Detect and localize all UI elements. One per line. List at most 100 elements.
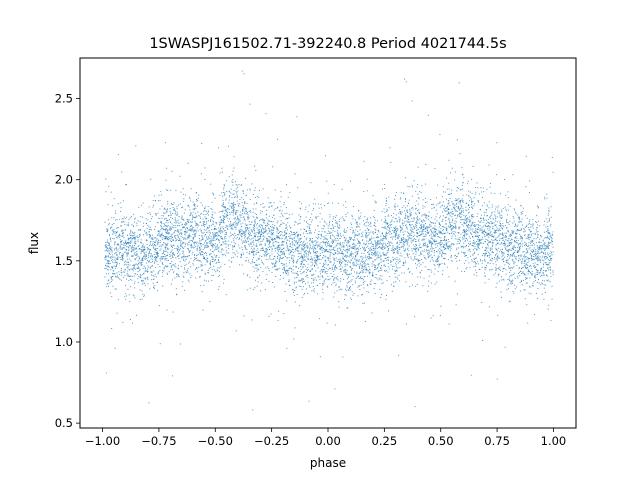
data-point [382,260,384,262]
data-point [206,260,208,262]
data-point [235,184,237,186]
data-point [126,224,128,226]
data-point [368,255,370,257]
data-point [340,268,342,270]
data-point [236,215,238,217]
data-point [182,241,184,243]
data-point [246,251,248,253]
data-point [157,273,159,275]
data-point [294,245,296,247]
data-point [207,210,209,212]
data-point [213,228,215,230]
data-point [189,209,191,211]
data-point [150,271,152,273]
data-point [240,239,242,241]
data-point [305,254,307,256]
data-point [163,212,165,214]
data-point [357,259,359,261]
data-point [239,220,241,222]
data-point [381,239,383,241]
data-point [345,250,347,252]
data-point [159,230,161,232]
data-point [403,244,405,246]
data-point [112,276,114,278]
data-point [382,239,384,241]
data-point [247,228,249,230]
data-point [338,286,340,288]
data-point [189,250,191,252]
data-point [154,274,156,276]
data-point [336,267,338,269]
data-point [184,234,186,236]
data-point [278,259,280,261]
data-point [375,236,377,238]
data-point [306,226,308,228]
data-point [186,255,188,257]
data-point [318,207,320,209]
data-point [420,231,422,233]
data-point [262,262,264,264]
data-point [397,236,399,238]
data-point [171,249,173,251]
data-point [312,278,314,280]
data-point [163,229,165,231]
data-point [161,239,163,241]
data-point [394,247,396,249]
data-point [172,217,174,219]
data-point [118,253,120,255]
data-point [337,235,339,237]
data-point [129,279,131,281]
data-point [245,234,247,236]
data-point [159,235,161,237]
data-point [208,214,210,216]
data-point [164,224,166,226]
data-point [139,274,141,276]
data-point [374,254,376,256]
data-point [230,224,232,226]
data-point [225,243,227,245]
data-point [311,213,313,215]
data-point [246,248,248,250]
data-point [281,268,283,270]
data-point [255,264,257,266]
data-point [324,251,326,253]
data-point [228,225,230,227]
data-point [356,254,358,256]
data-point [307,281,309,283]
data-point [110,257,112,259]
data-point [272,234,274,236]
data-point [116,227,118,229]
data-point [373,233,375,235]
data-point [129,245,131,247]
data-point [118,263,120,265]
data-point [205,213,207,215]
data-point [157,241,159,243]
data-point [310,261,312,263]
data-point [275,276,277,277]
data-point [363,287,365,289]
data-point [130,260,132,262]
data-point [189,198,191,200]
data-point [203,242,205,244]
data-point [246,216,248,218]
data-point [340,260,342,262]
data-point [277,319,279,321]
data-point [155,213,157,215]
data-point [153,278,155,280]
data-point [315,241,317,243]
data-point [189,229,191,231]
data-point [207,227,209,229]
data-point [236,200,238,202]
data-point [193,229,195,231]
data-point [206,220,208,222]
data-point [389,231,391,233]
data-point [312,274,314,276]
data-point [234,254,236,256]
data-point [181,285,183,287]
data-point [334,249,336,251]
data-point [248,233,250,235]
data-point [201,245,203,247]
data-point [138,236,140,238]
data-point [240,229,242,231]
data-point [155,238,157,240]
